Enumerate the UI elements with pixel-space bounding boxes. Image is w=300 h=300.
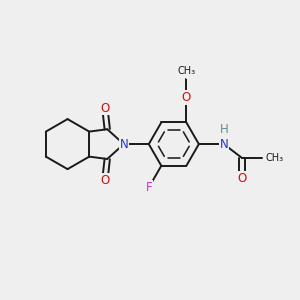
Text: N: N (220, 138, 228, 151)
Text: O: O (100, 101, 110, 115)
Text: F: F (146, 181, 152, 194)
Text: CH₃: CH₃ (177, 66, 195, 76)
Text: O: O (186, 78, 187, 79)
Text: H: H (220, 123, 228, 136)
Text: O: O (100, 174, 110, 187)
Text: N: N (119, 138, 128, 151)
Text: O: O (186, 78, 187, 79)
Text: O: O (182, 91, 191, 104)
Text: O: O (237, 172, 247, 185)
Text: CH₃: CH₃ (266, 153, 284, 163)
